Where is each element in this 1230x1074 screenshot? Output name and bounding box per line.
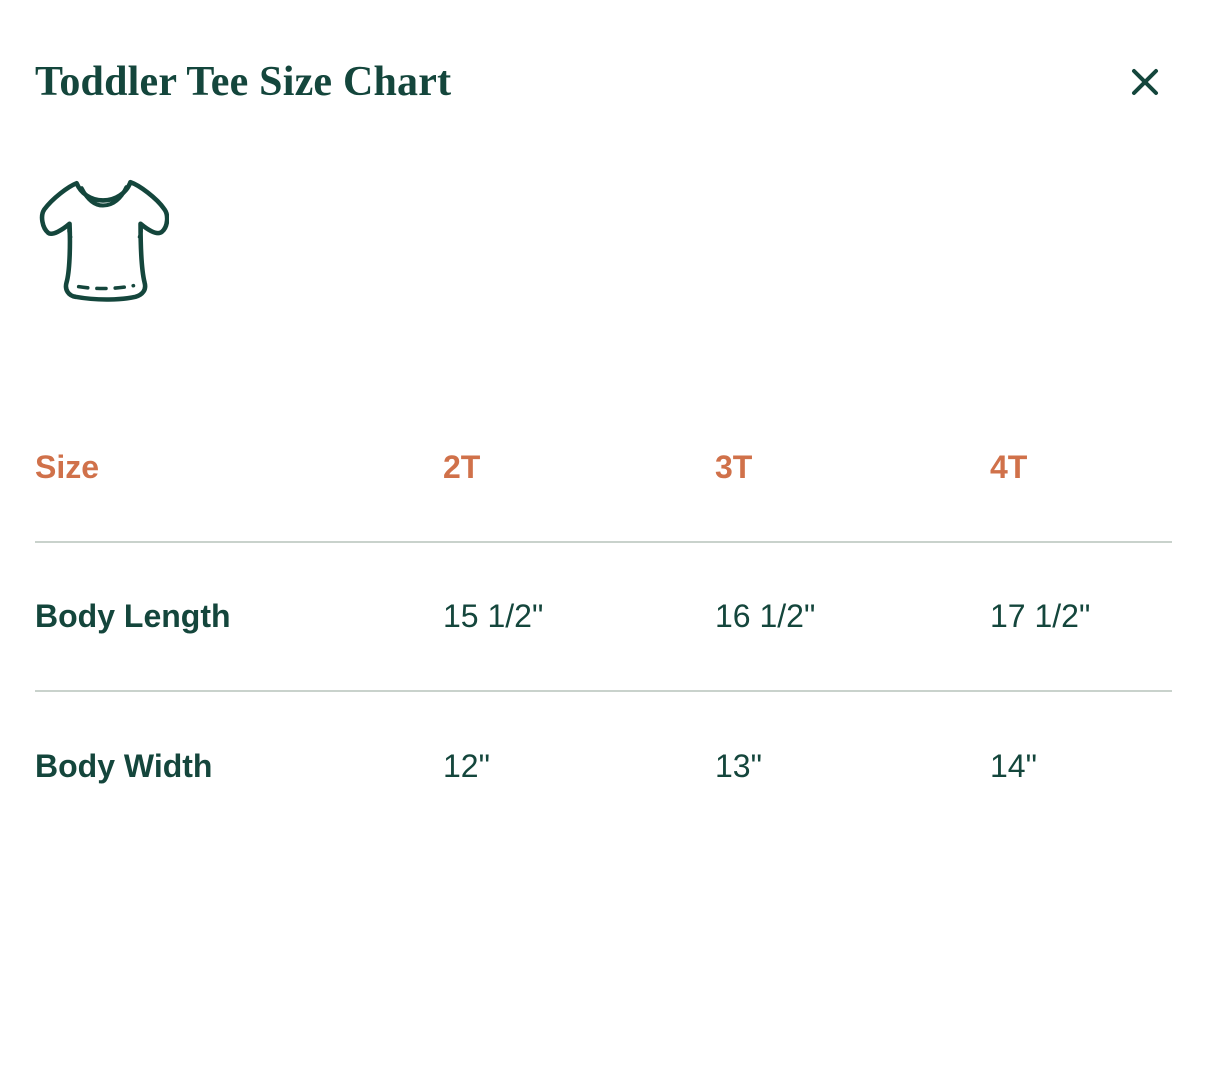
modal-title: Toddler Tee Size Chart	[35, 59, 452, 105]
table-cell: 12"	[443, 748, 490, 785]
header-3t: 3T	[715, 449, 753, 486]
table-row-body-length: Body Length 15 1/2" 16 1/2" 17 1/2"	[35, 543, 1172, 693]
row-label: Body Width	[35, 748, 213, 785]
table-cell: 13"	[715, 748, 762, 785]
table-cell: 17 1/2"	[990, 598, 1091, 635]
close-button[interactable]	[1126, 63, 1164, 101]
size-chart-table: Size 2T 3T 4T Body Length 15 1/2" 16 1/2…	[35, 394, 1172, 841]
header-4t: 4T	[990, 449, 1028, 486]
table-cell: 16 1/2"	[715, 598, 816, 635]
close-icon	[1130, 67, 1160, 97]
row-label: Body Length	[35, 598, 231, 635]
table-cell: 14"	[990, 748, 1037, 785]
table-cell: 15 1/2"	[443, 598, 544, 635]
modal-header: Toddler Tee Size Chart	[35, 0, 1172, 104]
table-row-body-width: Body Width 12" 13" 14"	[35, 692, 1172, 841]
header-2t: 2T	[443, 449, 481, 486]
header-size: Size	[35, 449, 100, 486]
table-header-row: Size 2T 3T 4T	[35, 394, 1172, 544]
tshirt-icon	[35, 168, 170, 310]
